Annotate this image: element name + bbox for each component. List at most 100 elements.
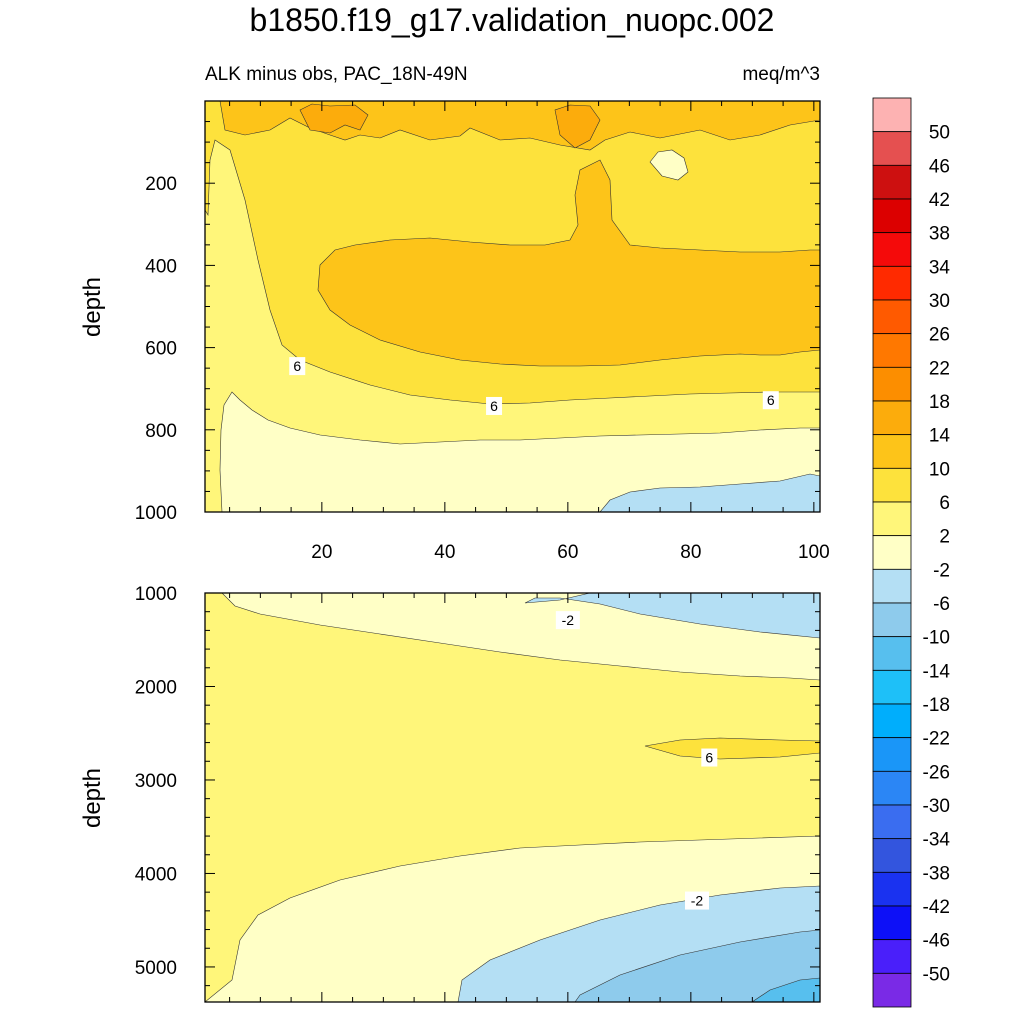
x-tick-label: 40 — [434, 542, 455, 563]
band-m2-2-surface — [649, 149, 689, 181]
colorbar-label: -46 — [923, 931, 950, 952]
y-tick-label: 2000 — [135, 677, 177, 698]
colorbar-swatch — [872, 434, 912, 469]
y-tick-label: 800 — [145, 421, 177, 442]
y-tick-label: 600 — [145, 339, 177, 360]
colorbar-swatch — [872, 333, 912, 368]
colorbar-swatch — [872, 737, 912, 772]
colorbar-swatch — [872, 535, 912, 570]
colorbar-swatch — [872, 501, 912, 537]
colorbar-label: -10 — [923, 628, 950, 649]
colorbar-label: -50 — [923, 964, 950, 985]
colorbar-swatch — [872, 871, 912, 907]
y-tick-label: 3000 — [135, 771, 177, 792]
units-label: meq/m^3 — [742, 64, 820, 85]
colorbar-label: -18 — [923, 695, 950, 716]
colorbar-swatch — [872, 636, 912, 671]
colorbar-swatch — [872, 770, 912, 806]
colorbar-swatch — [872, 299, 912, 335]
y-tick-label: 1000 — [135, 584, 177, 605]
colorbar-swatch — [872, 939, 912, 974]
x-tick-label: 20 — [311, 542, 332, 563]
colorbar-swatch — [872, 804, 912, 840]
colorbar-label: -2 — [933, 560, 950, 581]
colorbar-label: 2 — [939, 527, 950, 548]
colorbar-label: -14 — [923, 661, 951, 682]
y-axis-label: depth — [79, 768, 106, 828]
colorbar-label: -34 — [923, 830, 951, 851]
colorbar-label: 26 — [929, 325, 950, 346]
contour-label-box — [555, 611, 580, 630]
contour-label-box — [762, 391, 779, 410]
colorbar-swatch — [872, 164, 912, 200]
contour-label-box — [486, 396, 503, 415]
colorbar-swatch — [872, 838, 912, 873]
contour-label-box — [289, 357, 306, 376]
colorbar-swatch — [872, 97, 912, 133]
band-10-14-surface — [219, 101, 820, 151]
colorbar-swatch — [872, 602, 912, 638]
axis-ticks — [205, 101, 820, 1002]
chart-subtitle: ALK minus obs, PAC_18N-49N — [205, 64, 468, 85]
upper-depth-panel — [205, 101, 820, 512]
colorbar: 50 46 42 38 34 30 26 22 18 14 10 6 2 -2 -6 -10 -14 -18 -22… — [872, 97, 951, 1008]
colorbar-swatch — [872, 972, 912, 1008]
band-m2-2 — [219, 391, 820, 512]
colorbar-swatch — [872, 131, 912, 166]
colorbar-label: 34 — [929, 257, 951, 278]
colorbar-label: 22 — [929, 358, 950, 379]
colorbar-label: 30 — [929, 291, 950, 312]
x-tick-label: 80 — [680, 542, 701, 563]
y-tick-label: 200 — [145, 174, 177, 195]
colorbar-label: 38 — [929, 224, 950, 245]
colorbar-label: -38 — [923, 863, 950, 884]
lower-panel-frame — [204, 592, 821, 1003]
colorbar-label: 50 — [929, 123, 950, 144]
band-14-18-a — [299, 103, 369, 134]
x-tick-label: 100 — [798, 542, 830, 563]
band-m14-m10 — [751, 977, 820, 1002]
colorbar-label: -26 — [923, 762, 950, 783]
y-tick-label: 1000 — [135, 503, 177, 524]
colorbar-label: -22 — [923, 729, 950, 750]
colorbar-label: 6 — [939, 493, 950, 514]
colorbar-label: -6 — [933, 594, 950, 615]
contour-label: 6 — [705, 750, 713, 766]
colorbar-swatch — [872, 232, 912, 267]
colorbar-label: 14 — [929, 426, 951, 447]
contour-label: -2 — [562, 612, 575, 628]
colorbar-swatch — [872, 703, 912, 739]
colorbar-swatch — [872, 366, 912, 402]
colorbar-swatch — [872, 669, 912, 705]
axis-labels: 20 40 60 80 100 200 400 600 800 1000 depth 1000 2000… — [79, 174, 830, 979]
band-m6-m2-upper — [524, 593, 820, 639]
y-tick-label: 4000 — [135, 864, 177, 885]
band-14-18-b — [554, 104, 601, 149]
colorbar-swatch — [872, 467, 912, 503]
colorbar-label: -42 — [923, 897, 950, 918]
colorbar-swatch — [872, 400, 912, 436]
band-m10-m6 — [574, 929, 820, 1002]
colorbar-label: 18 — [929, 392, 950, 413]
contour-label: 6 — [490, 398, 498, 414]
colorbar-swatch — [872, 568, 912, 604]
lower-depth-panel — [205, 593, 820, 1002]
contour-label-box — [685, 891, 709, 910]
y-axis-label: depth — [79, 277, 106, 337]
colorbar-label: 46 — [929, 156, 950, 177]
page-title: b1850.f19_g17.validation_nuopc.002 — [249, 2, 775, 38]
band-10-14 — [317, 159, 820, 367]
colorbar-label: -30 — [923, 796, 950, 817]
band-6-10-lens — [644, 737, 820, 760]
colorbar-label: 42 — [929, 190, 950, 211]
contour-label: 6 — [767, 392, 775, 408]
colorbar-swatch — [872, 905, 912, 941]
y-tick-label: 400 — [145, 256, 177, 277]
x-tick-label: 60 — [557, 542, 578, 563]
band-m6-m2 — [599, 473, 820, 512]
colorbar-swatch — [872, 265, 912, 301]
colorbar-label: 10 — [929, 459, 950, 480]
contour-label: -2 — [691, 893, 704, 909]
colorbar-swatch — [872, 198, 912, 234]
